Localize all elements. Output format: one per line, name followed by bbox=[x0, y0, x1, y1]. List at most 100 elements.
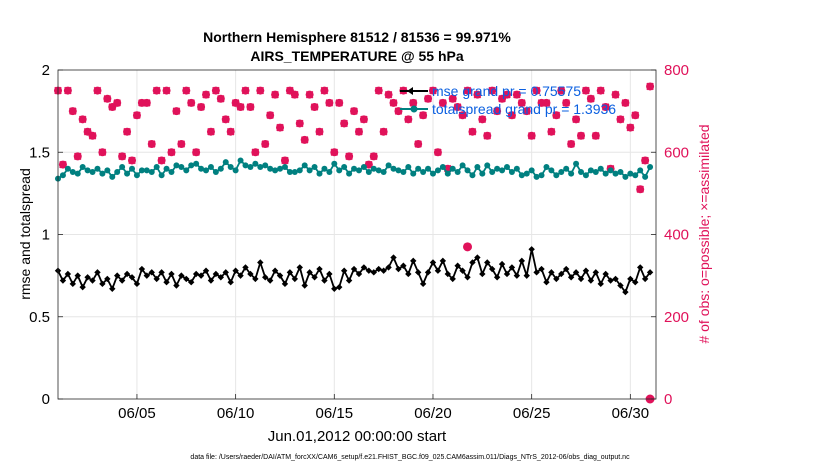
obs-assimilated-point bbox=[73, 152, 82, 161]
rmse-point bbox=[252, 275, 259, 283]
rmse-point bbox=[493, 274, 501, 281]
data-file-footer: data file: /Users/raeder/DAI/ATM_forcXX/… bbox=[190, 454, 630, 461]
obs-assimilated-point bbox=[409, 99, 418, 107]
totalspread-point bbox=[336, 167, 343, 174]
rmse-point bbox=[247, 270, 254, 278]
rmse-point bbox=[326, 270, 333, 278]
totalspread-point bbox=[247, 164, 254, 171]
totalspread-point bbox=[533, 173, 540, 180]
totalspread-point bbox=[449, 165, 456, 172]
totalspread-point bbox=[637, 167, 644, 174]
rmse-point bbox=[291, 275, 299, 283]
obs-assimilated-point bbox=[212, 86, 220, 95]
totalspread-point bbox=[400, 168, 407, 175]
x-tick-label: 06/20 bbox=[414, 405, 452, 422]
obs-assimilated-point bbox=[69, 107, 77, 115]
rmse-point bbox=[597, 280, 604, 288]
totalspread-point bbox=[479, 170, 486, 177]
rmse-point bbox=[217, 274, 225, 281]
totalspread-point bbox=[89, 168, 96, 175]
rmse-point bbox=[173, 282, 180, 289]
obs-assimilated-point bbox=[582, 86, 590, 95]
rmse-point bbox=[439, 257, 447, 265]
rmse-point bbox=[321, 277, 328, 284]
x-tick-label: 06/10 bbox=[217, 405, 255, 422]
obs-assimilated-point bbox=[355, 127, 363, 136]
totalspread-point bbox=[573, 160, 580, 167]
totalspread-point bbox=[642, 173, 649, 180]
rmse-point bbox=[380, 267, 387, 274]
totalspread-point bbox=[346, 170, 353, 177]
totalspread-point bbox=[365, 168, 372, 175]
obs-assimilated-point bbox=[276, 123, 284, 132]
rmse-point bbox=[123, 270, 131, 278]
obs-assimilated-point bbox=[113, 99, 121, 107]
totalspread-point bbox=[64, 165, 71, 172]
rmse-point bbox=[266, 277, 274, 284]
obs-assimilated-point bbox=[404, 115, 413, 124]
rmse-point bbox=[257, 259, 264, 266]
totalspread-point bbox=[99, 170, 106, 177]
obs-assimilated-point bbox=[330, 148, 339, 157]
obs-assimilated-point bbox=[236, 103, 245, 111]
totalspread-point bbox=[133, 172, 140, 179]
rmse-point bbox=[306, 269, 313, 276]
rmse-point bbox=[469, 259, 476, 266]
totalspread-point bbox=[582, 172, 589, 179]
rmse-point bbox=[410, 257, 417, 265]
obs-assimilated-point bbox=[64, 86, 72, 95]
obs-assimilated-point bbox=[547, 127, 556, 136]
totalspread-point bbox=[434, 167, 441, 174]
obs-assimilated-point bbox=[434, 148, 442, 157]
totalspread-point bbox=[622, 173, 629, 180]
rmse-point bbox=[444, 270, 451, 278]
rmse-point bbox=[612, 275, 619, 283]
obs-assimilated-point bbox=[478, 115, 487, 124]
obs-assimilated-point bbox=[493, 107, 501, 115]
obs-assimilated-point bbox=[557, 86, 566, 95]
obs-assimilated-point bbox=[207, 127, 215, 136]
totalspread-point bbox=[563, 165, 570, 172]
totalspread-point bbox=[286, 168, 293, 175]
obs-assimilated-point bbox=[439, 99, 447, 107]
totalspread-point bbox=[592, 168, 599, 175]
totalspread-point bbox=[158, 172, 165, 179]
rmse-point bbox=[59, 277, 67, 284]
rmse-point bbox=[301, 282, 308, 289]
totalspread-point bbox=[79, 164, 86, 171]
rmse-point bbox=[340, 267, 348, 274]
totalspread-point bbox=[355, 167, 362, 174]
obs-assimilated-point bbox=[379, 127, 388, 136]
rmse-point bbox=[168, 270, 175, 278]
rmse-point bbox=[350, 265, 358, 273]
rmse-point bbox=[143, 272, 151, 279]
obs-assimilated-point bbox=[374, 86, 383, 95]
rmse-point bbox=[548, 269, 555, 276]
totalspread-point bbox=[311, 164, 318, 171]
rmse-point bbox=[153, 275, 160, 283]
rmse-point bbox=[202, 267, 210, 274]
totalspread-point bbox=[632, 172, 639, 179]
rmse-point bbox=[474, 254, 481, 261]
obs-assimilated-point bbox=[128, 156, 136, 165]
y-right-tick-label: 800 bbox=[664, 62, 689, 79]
obs-assimilated-point bbox=[167, 148, 176, 157]
rmse-point bbox=[464, 274, 471, 281]
obs-assimilated-point bbox=[646, 82, 654, 91]
legend-rmse-label: mse grand pr = 0.75575 bbox=[432, 83, 581, 99]
obs-assimilated-point bbox=[370, 152, 378, 161]
rmse-point bbox=[503, 270, 511, 278]
rmse-point bbox=[528, 246, 535, 253]
obs-assimilated-point bbox=[414, 140, 422, 148]
obs-assimilated-point bbox=[522, 107, 531, 115]
totalspread-point bbox=[360, 164, 367, 171]
totalspread-point bbox=[277, 165, 284, 172]
totalspread-point bbox=[494, 165, 501, 172]
rmse-point bbox=[197, 272, 205, 279]
rmse-point bbox=[513, 272, 521, 279]
rmse-point bbox=[232, 267, 239, 274]
y-right-tick-label: 200 bbox=[664, 309, 689, 326]
rmse-point bbox=[454, 262, 461, 269]
totalspread-point bbox=[227, 164, 234, 171]
totalspread-point bbox=[508, 168, 515, 175]
